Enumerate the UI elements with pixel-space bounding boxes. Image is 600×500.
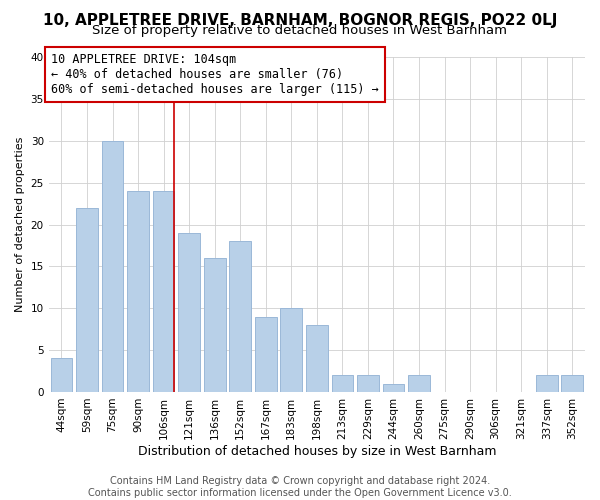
Bar	[204, 258, 226, 392]
Bar	[229, 242, 251, 392]
Bar	[50, 358, 72, 392]
Bar	[383, 384, 404, 392]
Bar	[101, 141, 124, 392]
Bar	[306, 325, 328, 392]
Text: 10 APPLETREE DRIVE: 104sqm
← 40% of detached houses are smaller (76)
60% of semi: 10 APPLETREE DRIVE: 104sqm ← 40% of deta…	[51, 53, 379, 96]
Bar	[255, 316, 277, 392]
Bar	[153, 191, 175, 392]
Bar	[536, 375, 557, 392]
Bar	[408, 375, 430, 392]
Bar	[562, 375, 583, 392]
Bar	[357, 375, 379, 392]
Text: 10, APPLETREE DRIVE, BARNHAM, BOGNOR REGIS, PO22 0LJ: 10, APPLETREE DRIVE, BARNHAM, BOGNOR REG…	[43, 12, 557, 28]
Bar	[127, 191, 149, 392]
X-axis label: Distribution of detached houses by size in West Barnham: Distribution of detached houses by size …	[137, 444, 496, 458]
Bar	[280, 308, 302, 392]
Bar	[178, 233, 200, 392]
Text: Size of property relative to detached houses in West Barnham: Size of property relative to detached ho…	[92, 24, 508, 37]
Text: Contains HM Land Registry data © Crown copyright and database right 2024.
Contai: Contains HM Land Registry data © Crown c…	[88, 476, 512, 498]
Y-axis label: Number of detached properties: Number of detached properties	[15, 137, 25, 312]
Bar	[76, 208, 98, 392]
Bar	[332, 375, 353, 392]
